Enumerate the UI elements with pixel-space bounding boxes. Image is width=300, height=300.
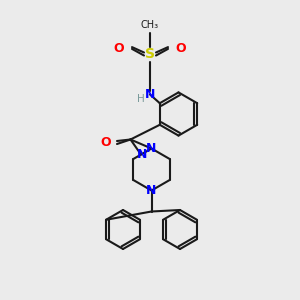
Text: O: O	[176, 41, 186, 55]
Text: N: N	[145, 88, 155, 101]
Text: N: N	[137, 148, 148, 161]
Text: N: N	[146, 142, 157, 155]
Text: N: N	[146, 184, 157, 197]
Text: O: O	[114, 41, 124, 55]
Text: H: H	[137, 94, 145, 104]
Text: S: S	[145, 47, 155, 61]
Text: O: O	[100, 136, 111, 149]
Text: CH₃: CH₃	[141, 20, 159, 30]
